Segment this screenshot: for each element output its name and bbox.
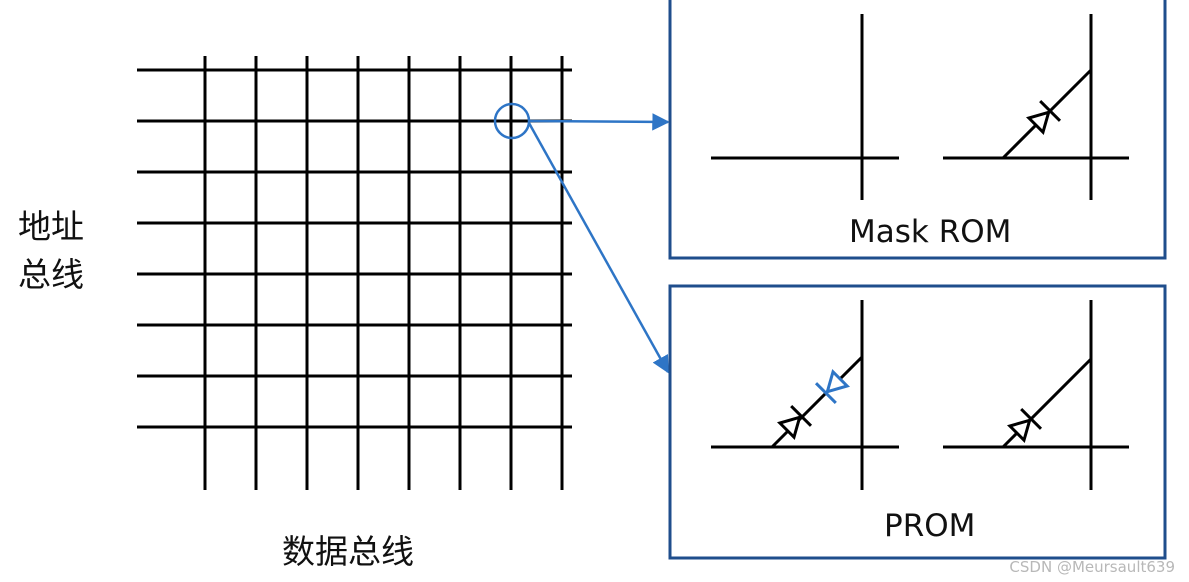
data-bus-label: 数据总线 xyxy=(282,532,414,571)
arrow-to-mask-rom xyxy=(528,113,670,131)
arrow-to-prom xyxy=(527,122,670,374)
memory-grid xyxy=(137,56,572,490)
prom-cell-fused xyxy=(711,300,899,490)
address-bus-label-line2: 总线 xyxy=(18,255,84,294)
diode-icon xyxy=(1025,99,1062,136)
diode-icon xyxy=(776,404,813,441)
watermark: CSDN @Meursault639 xyxy=(1009,558,1175,576)
prom-panel xyxy=(668,284,1167,560)
address-bus-label-line1: 地址 xyxy=(18,207,84,246)
address-bus-label: 地址 总线 xyxy=(18,203,98,299)
diode-icon xyxy=(1006,407,1043,444)
data-lines xyxy=(203,56,564,490)
mask-rom-cell-empty xyxy=(711,14,899,200)
fuse-icon xyxy=(814,368,851,405)
mask-rom-panel xyxy=(668,0,1167,260)
mask-rom-label: Mask ROM xyxy=(849,214,1012,250)
mask-rom-cell-diode xyxy=(943,14,1129,200)
prom-label: PROM xyxy=(884,508,976,544)
address-lines xyxy=(137,68,572,429)
prom-cell-diode xyxy=(943,300,1129,490)
